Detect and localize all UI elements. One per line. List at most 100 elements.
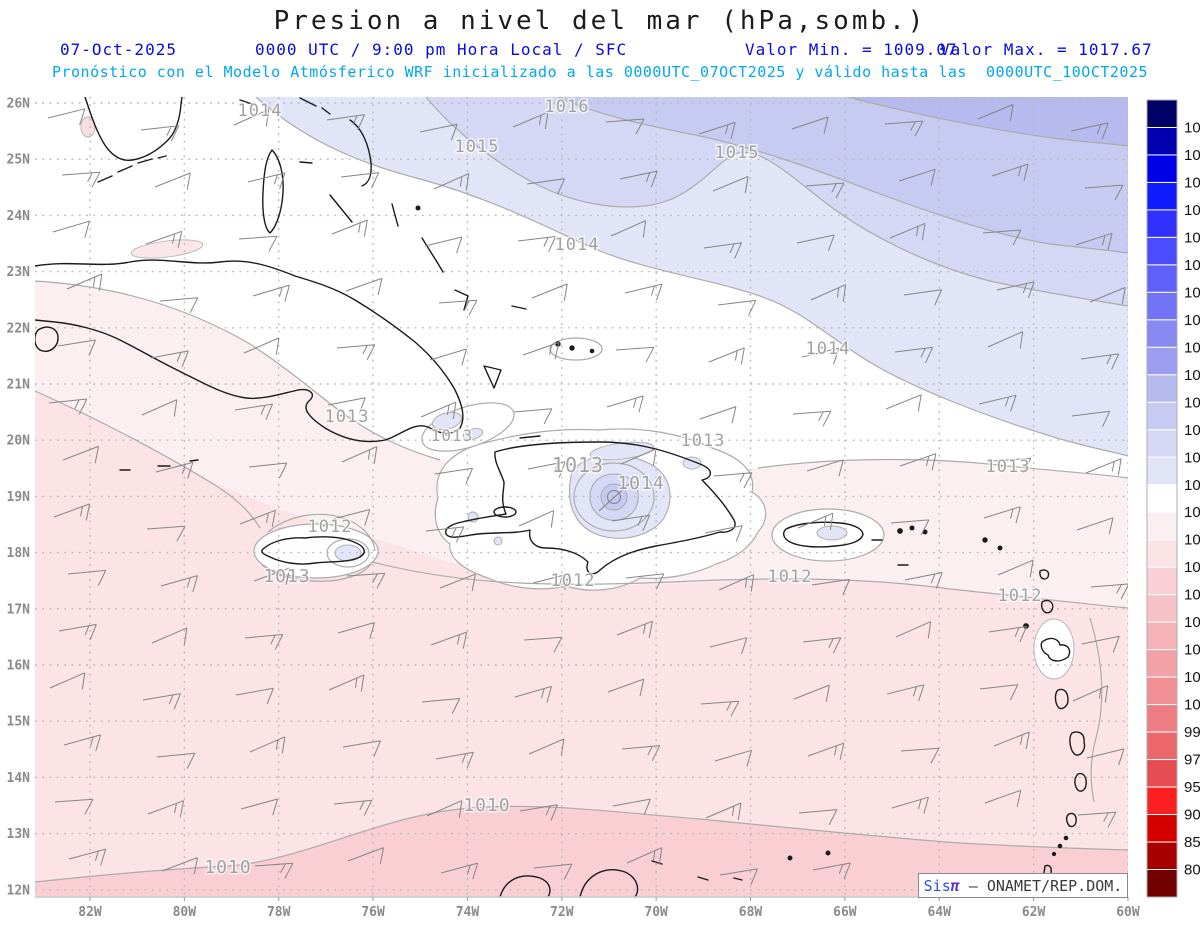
contour-label: 1014	[806, 339, 851, 359]
colorbar-segment	[1146, 539, 1178, 568]
wind-barb	[425, 526, 465, 543]
contour-label: 1013	[986, 457, 1031, 477]
wind-barb	[254, 862, 294, 879]
colorbar-segment	[1146, 126, 1178, 156]
colorbar-segment	[1146, 401, 1178, 431]
wind-barb	[439, 573, 476, 591]
wind-barb	[58, 623, 97, 641]
wind-barb	[518, 510, 555, 528]
wind-barb	[514, 685, 552, 703]
wind-barb	[993, 731, 1030, 749]
wind-barb	[978, 394, 1017, 412]
wind-barb	[531, 283, 568, 301]
colorbar-label: 1028	[1184, 229, 1200, 246]
colorbar-label: 1010	[1184, 559, 1200, 576]
colorbar-label: 1020	[1184, 312, 1200, 329]
colorbar-segment	[1146, 676, 1178, 706]
wind-barb	[252, 284, 290, 302]
wind-barb	[793, 684, 830, 702]
colorbar-segment	[1146, 786, 1178, 816]
lat-label: 16N	[7, 659, 31, 674]
colorbar-segment	[1146, 154, 1178, 183]
wind-barb	[67, 569, 107, 586]
wind-barb	[155, 461, 194, 479]
wind-barb	[704, 525, 743, 542]
wind-barb	[49, 672, 86, 690]
wind-barb	[528, 738, 565, 756]
lat-label: 22N	[7, 321, 31, 336]
lat-label: 20N	[7, 434, 31, 449]
wind-barb	[243, 337, 280, 355]
wind-barb	[801, 347, 840, 365]
lon-label: 68W	[739, 905, 763, 920]
pi-symbol: π	[950, 876, 960, 895]
wind-barb	[891, 796, 929, 814]
wind-barb	[147, 800, 185, 818]
wind-barb	[615, 346, 655, 363]
wind-barb	[238, 235, 278, 252]
lon-label: 74W	[456, 905, 480, 920]
colorbar-label: 1025	[1184, 257, 1200, 274]
lat-label: 12N	[7, 883, 31, 898]
wind-barb	[517, 236, 557, 253]
colorbar-label: 1050	[1184, 119, 1200, 136]
wind-barb	[807, 742, 845, 760]
wind-barb	[346, 572, 386, 589]
wind-barb	[332, 509, 371, 526]
wind-barb	[900, 747, 940, 764]
wind-barb	[66, 273, 103, 291]
wind-barb	[342, 740, 381, 757]
wind-barb	[527, 461, 566, 478]
wind-barb	[326, 114, 366, 131]
wind-barb	[247, 172, 286, 190]
colorbar-segment	[1146, 429, 1178, 458]
wind-barb	[440, 862, 479, 880]
colorbar-label: 850	[1184, 834, 1200, 851]
wind-barb	[1081, 635, 1120, 653]
colorbar-label: 1030	[1184, 202, 1200, 219]
wind-barb	[430, 631, 468, 649]
wind-barb	[235, 687, 274, 705]
colorbar-label: 1004	[1184, 642, 1200, 659]
wind-barb	[156, 752, 196, 769]
contour-label: 1010	[463, 795, 510, 816]
wind-barb	[708, 347, 745, 365]
colorbar-segment	[1146, 291, 1178, 321]
wind-barb	[703, 242, 743, 259]
lon-label: 70W	[644, 905, 668, 920]
colorbar-label: 1000	[1184, 697, 1200, 714]
wind-barb	[424, 236, 463, 254]
contour-label: 1013	[552, 453, 604, 477]
wind-barb	[336, 344, 376, 361]
wind-barb	[894, 346, 934, 364]
colorbar-label: 800	[1184, 862, 1200, 879]
wind-barb	[811, 578, 851, 596]
wind-barb	[898, 168, 936, 186]
lat-label: 17N	[7, 602, 31, 617]
colorbar-segment	[1146, 731, 1178, 761]
wind-barb	[433, 173, 470, 191]
contour-label: 1013	[431, 426, 474, 445]
wind-barb	[345, 277, 383, 296]
wind-barb	[57, 339, 96, 356]
colorbar-segment	[1146, 649, 1178, 678]
colorbar-label: 1022	[1184, 284, 1200, 301]
lon-label: 76W	[361, 905, 385, 920]
colorbar-label: 970	[1184, 752, 1200, 769]
wind-barb-layer	[47, 104, 1128, 885]
wind-barb	[244, 634, 284, 650]
lon-label: 72W	[550, 905, 574, 920]
wind-barb	[700, 700, 740, 717]
colorbar-label: 1018	[1184, 367, 1200, 384]
wind-barb	[239, 509, 276, 528]
lat-label: 15N	[7, 715, 31, 730]
wind-barb	[240, 798, 279, 816]
wind-barb	[341, 446, 378, 464]
pressure-fill-layer	[35, 97, 1128, 897]
wind-barb	[1076, 517, 1114, 535]
wind-barb	[150, 350, 189, 367]
wind-barb	[709, 637, 748, 655]
valid-time-label: 0000 UTC / 9:00 pm Hora Local / SFC	[255, 40, 628, 59]
chart-title: Presion a nivel del mar (hPa,somb.)	[273, 6, 927, 36]
colorbar-segment	[1146, 319, 1178, 348]
